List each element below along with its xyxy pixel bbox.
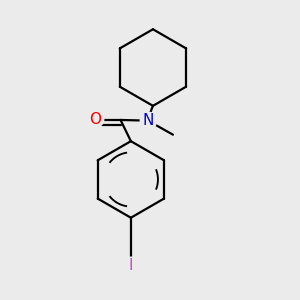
Text: I: I bbox=[129, 258, 133, 273]
Circle shape bbox=[140, 112, 157, 129]
Text: N: N bbox=[143, 113, 154, 128]
Circle shape bbox=[87, 111, 104, 127]
Circle shape bbox=[123, 257, 139, 274]
Text: O: O bbox=[89, 112, 101, 127]
